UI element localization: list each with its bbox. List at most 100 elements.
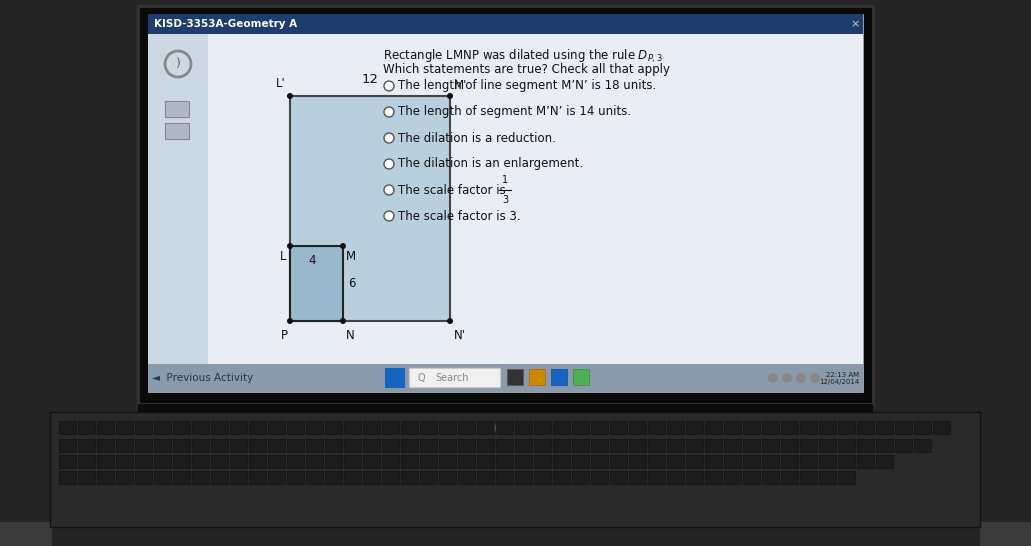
FancyBboxPatch shape: [648, 455, 665, 468]
FancyBboxPatch shape: [344, 422, 362, 435]
FancyBboxPatch shape: [117, 440, 133, 453]
FancyBboxPatch shape: [516, 472, 532, 484]
FancyBboxPatch shape: [820, 455, 836, 468]
FancyBboxPatch shape: [592, 422, 608, 435]
FancyBboxPatch shape: [421, 440, 437, 453]
Circle shape: [384, 81, 394, 91]
FancyBboxPatch shape: [876, 455, 894, 468]
FancyBboxPatch shape: [876, 440, 894, 453]
FancyBboxPatch shape: [876, 422, 894, 435]
FancyBboxPatch shape: [516, 440, 532, 453]
FancyBboxPatch shape: [268, 472, 286, 484]
FancyBboxPatch shape: [211, 422, 229, 435]
Circle shape: [447, 93, 453, 99]
FancyBboxPatch shape: [610, 440, 628, 453]
Text: Which statements are true? Check all that apply: Which statements are true? Check all tha…: [383, 63, 670, 76]
FancyBboxPatch shape: [60, 440, 76, 453]
FancyBboxPatch shape: [477, 440, 495, 453]
FancyBboxPatch shape: [554, 422, 570, 435]
FancyBboxPatch shape: [250, 422, 266, 435]
FancyBboxPatch shape: [838, 440, 856, 453]
FancyBboxPatch shape: [211, 472, 229, 484]
FancyBboxPatch shape: [155, 472, 171, 484]
FancyBboxPatch shape: [231, 422, 247, 435]
FancyBboxPatch shape: [290, 246, 343, 321]
FancyBboxPatch shape: [610, 472, 628, 484]
FancyBboxPatch shape: [507, 369, 523, 385]
FancyBboxPatch shape: [763, 455, 779, 468]
Text: 3: 3: [502, 195, 508, 205]
FancyBboxPatch shape: [383, 422, 399, 435]
FancyBboxPatch shape: [383, 440, 399, 453]
FancyBboxPatch shape: [896, 440, 912, 453]
Text: ◄  Previous Activity: ◄ Previous Activity: [152, 373, 254, 383]
FancyBboxPatch shape: [687, 472, 703, 484]
Text: KISD-3353A-Geometry A: KISD-3353A-Geometry A: [154, 19, 297, 29]
FancyBboxPatch shape: [858, 440, 874, 453]
FancyBboxPatch shape: [98, 422, 114, 435]
FancyBboxPatch shape: [193, 440, 209, 453]
FancyBboxPatch shape: [687, 455, 703, 468]
FancyBboxPatch shape: [497, 455, 513, 468]
Circle shape: [384, 159, 394, 169]
FancyBboxPatch shape: [364, 440, 380, 453]
Text: The dilation is an enlargement.: The dilation is an enlargement.: [398, 157, 584, 170]
FancyBboxPatch shape: [592, 472, 608, 484]
FancyBboxPatch shape: [743, 440, 761, 453]
FancyBboxPatch shape: [914, 422, 931, 435]
FancyBboxPatch shape: [763, 440, 779, 453]
Circle shape: [810, 373, 820, 383]
FancyBboxPatch shape: [610, 422, 628, 435]
FancyBboxPatch shape: [781, 422, 798, 435]
FancyBboxPatch shape: [667, 422, 685, 435]
Circle shape: [287, 93, 293, 99]
FancyBboxPatch shape: [250, 440, 266, 453]
FancyBboxPatch shape: [439, 455, 457, 468]
FancyBboxPatch shape: [421, 472, 437, 484]
FancyBboxPatch shape: [800, 472, 818, 484]
FancyBboxPatch shape: [554, 472, 570, 484]
FancyBboxPatch shape: [155, 422, 171, 435]
FancyBboxPatch shape: [439, 440, 457, 453]
FancyBboxPatch shape: [800, 440, 818, 453]
FancyBboxPatch shape: [820, 440, 836, 453]
FancyBboxPatch shape: [554, 455, 570, 468]
FancyBboxPatch shape: [250, 472, 266, 484]
Circle shape: [384, 107, 394, 117]
FancyBboxPatch shape: [98, 472, 114, 484]
FancyBboxPatch shape: [98, 440, 114, 453]
FancyBboxPatch shape: [459, 440, 475, 453]
FancyBboxPatch shape: [231, 455, 247, 468]
FancyBboxPatch shape: [592, 440, 608, 453]
FancyBboxPatch shape: [439, 422, 457, 435]
FancyBboxPatch shape: [409, 368, 501, 388]
Circle shape: [768, 373, 778, 383]
FancyBboxPatch shape: [914, 440, 931, 453]
FancyBboxPatch shape: [288, 455, 304, 468]
Text: The length of line segment M’N’ is 18 units.: The length of line segment M’N’ is 18 un…: [398, 80, 657, 92]
FancyBboxPatch shape: [858, 422, 874, 435]
Circle shape: [340, 318, 346, 324]
FancyBboxPatch shape: [529, 369, 545, 385]
FancyBboxPatch shape: [459, 472, 475, 484]
FancyBboxPatch shape: [630, 422, 646, 435]
FancyBboxPatch shape: [477, 472, 495, 484]
Text: 1: 1: [502, 175, 508, 185]
Text: Q: Q: [418, 373, 426, 383]
FancyBboxPatch shape: [288, 440, 304, 453]
FancyBboxPatch shape: [572, 440, 590, 453]
FancyBboxPatch shape: [268, 422, 286, 435]
FancyBboxPatch shape: [667, 455, 685, 468]
FancyBboxPatch shape: [173, 422, 191, 435]
FancyBboxPatch shape: [344, 440, 362, 453]
FancyBboxPatch shape: [344, 455, 362, 468]
Text: 22:13 AM
12/04/2014: 22:13 AM 12/04/2014: [819, 372, 859, 385]
FancyBboxPatch shape: [781, 440, 798, 453]
FancyBboxPatch shape: [687, 422, 703, 435]
FancyBboxPatch shape: [268, 455, 286, 468]
Text: Search: Search: [435, 373, 468, 383]
FancyBboxPatch shape: [326, 440, 342, 453]
Text: L': L': [276, 77, 286, 90]
FancyBboxPatch shape: [211, 455, 229, 468]
FancyBboxPatch shape: [148, 364, 863, 392]
